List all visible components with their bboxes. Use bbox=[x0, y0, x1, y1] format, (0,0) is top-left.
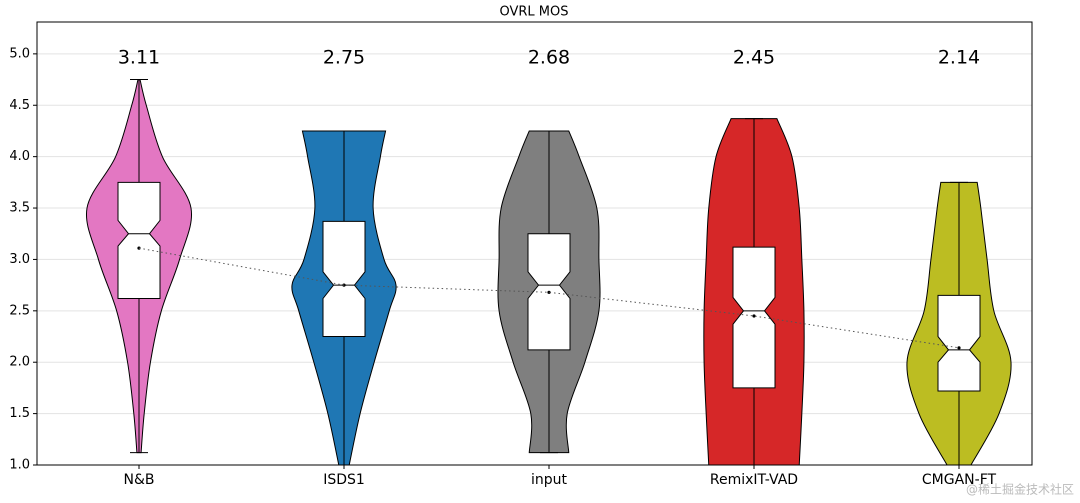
plot-frame bbox=[36, 21, 1033, 466]
x-tick-label: ISDS1 bbox=[323, 472, 365, 488]
box bbox=[322, 220, 366, 338]
y-tick-label: 5.0 bbox=[9, 46, 30, 61]
y-tick-label: 3.5 bbox=[9, 201, 30, 216]
chart-title: OVRL MOS bbox=[499, 5, 568, 20]
watermark: @稀土掘金技术社区 bbox=[966, 482, 1074, 497]
mean-trend-line bbox=[138, 247, 960, 349]
mean-marker bbox=[957, 346, 961, 350]
mean-label: 2.45 bbox=[733, 47, 775, 69]
x-tick-label: CMGAN-FT bbox=[922, 472, 997, 488]
x-tick-label: N&B bbox=[124, 472, 155, 488]
box bbox=[117, 181, 161, 299]
mean-marker bbox=[137, 246, 141, 250]
box bbox=[937, 294, 981, 392]
mean-label: 2.75 bbox=[323, 47, 365, 69]
y-tick-label: 2.5 bbox=[9, 303, 30, 318]
y-tick-label: 4.0 bbox=[9, 149, 30, 164]
y-tick-label: 3.0 bbox=[9, 252, 30, 267]
y-tick-label: 4.5 bbox=[9, 98, 30, 113]
y-tick-label: 1.5 bbox=[9, 406, 30, 421]
mean-label: 2.14 bbox=[938, 47, 980, 69]
mean-label: 3.11 bbox=[118, 47, 160, 69]
y-tick-label: 2.0 bbox=[9, 355, 30, 370]
mean-marker bbox=[547, 290, 551, 294]
mean-label: 2.68 bbox=[528, 47, 570, 69]
mean-marker bbox=[752, 314, 756, 318]
x-tick-label: input bbox=[531, 472, 568, 488]
y-tick-label: 1.0 bbox=[9, 458, 30, 473]
x-tick-label: RemixIT-VAD bbox=[710, 472, 798, 488]
